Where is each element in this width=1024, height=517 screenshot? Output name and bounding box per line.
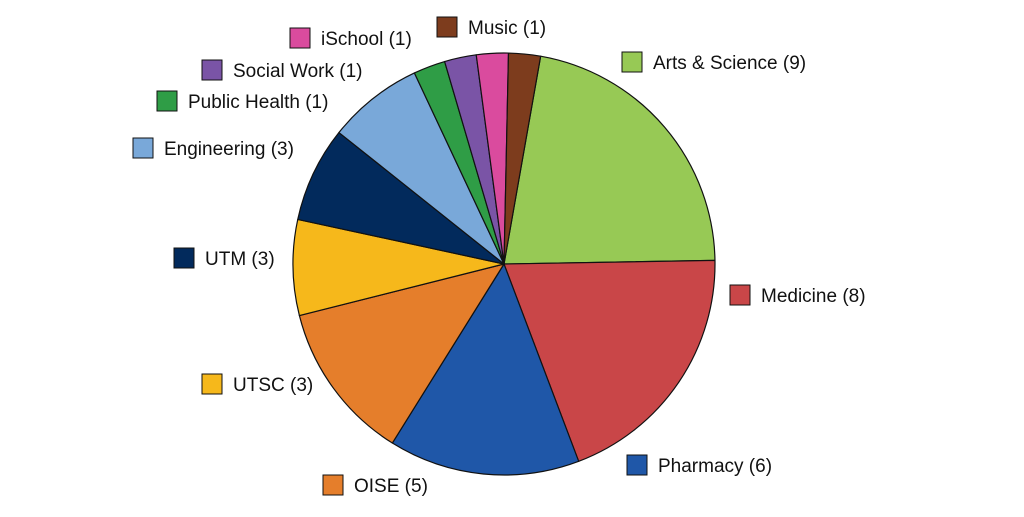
legend-label-utm: UTM (3) [205,249,275,270]
legend-swatch-arts-science [621,51,643,73]
pie-slice-utsc [292,218,505,317]
pie-slice-music [503,52,542,265]
legend-label-public-health: Public Health (1) [188,92,328,113]
pie-slice-pharmacy [391,263,580,476]
legend-label-oise: OISE (5) [354,476,428,497]
pie-slices [292,52,716,476]
legend-label-medicine: Medicine (8) [761,286,866,307]
legend: Arts & Science (9) Medicine (8) Pharmacy (… [132,16,866,497]
legend-swatch-music [436,16,458,38]
pie-slice-utm [297,131,505,265]
legend-label-pharmacy: Pharmacy (6) [658,456,772,477]
legend-swatch-medicine [729,284,751,306]
legend-swatch-public-health [156,90,178,112]
legend-label-arts-science: Arts & Science (9) [653,53,806,74]
legend-label-ischool: iSchool (1) [321,29,412,50]
pie-slice-oise [298,263,505,444]
legend-swatch-utm [173,247,195,269]
legend-swatch-social-work [201,59,223,81]
legend-swatch-engineering [132,137,154,159]
legend-label-social-work: Social Work (1) [233,61,363,82]
pie-slice-arts-science [503,55,716,265]
legend-swatch-utsc [201,373,223,395]
legend-label-utsc: UTSC (3) [233,375,313,396]
legend-swatch-ischool [289,27,311,49]
legend-label-engineering: Engineering (3) [164,139,294,160]
legend-label-music: Music (1) [468,18,546,39]
legend-swatch-pharmacy [626,454,648,476]
legend-swatch-oise [322,474,344,496]
pie-slice-engineering [338,72,505,265]
pie-slice-medicine [503,259,716,462]
